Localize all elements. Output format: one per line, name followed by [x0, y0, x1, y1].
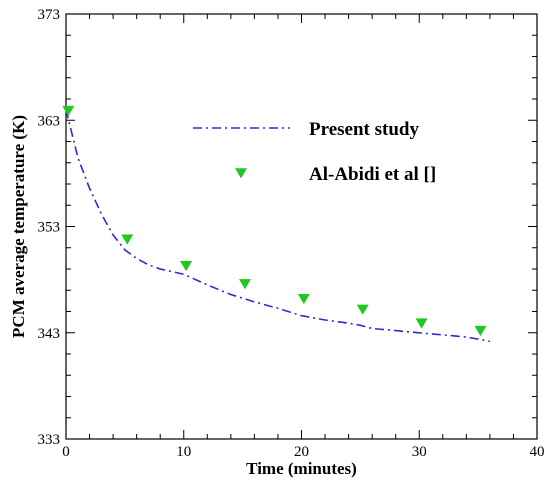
data-point-al-abidi — [121, 234, 134, 245]
data-point-al-abidi — [356, 304, 369, 315]
x-tick-label: 10 — [176, 444, 191, 460]
plot-marks — [62, 105, 491, 343]
y-tick-label: 333 — [38, 432, 61, 448]
y-tick-label: 343 — [38, 326, 61, 342]
data-point-al-abidi — [297, 293, 310, 305]
y-tick-label: 363 — [38, 113, 61, 129]
x-tick-label: 30 — [412, 444, 427, 460]
axes: 0 10 20 30 40 333 343 353 363 373 — [38, 7, 545, 460]
x-tick-label: 20 — [294, 444, 309, 460]
data-point-al-abidi — [238, 279, 251, 290]
data-point-al-abidi — [415, 318, 428, 329]
x-tick-label: 40 — [530, 444, 545, 460]
data-point-al-abidi — [180, 261, 193, 272]
y-axis-title: PCM average temperature (K) — [9, 115, 28, 338]
y-tick-label: 373 — [38, 7, 61, 23]
data-point-al-abidi — [62, 105, 75, 117]
plot-frame — [65, 13, 538, 440]
legend-label-present-study: Present study — [309, 119, 419, 140]
series-line-present-study — [65, 109, 491, 343]
y-tick-label: 353 — [38, 220, 61, 236]
x-axis-title: Time (minutes) — [246, 459, 357, 478]
legend-label-al-abidi: Al-Abidi et al [] — [309, 164, 436, 185]
legend-triangle-marker — [235, 168, 247, 179]
legend: Present study Al-Abidi et al [] — [193, 119, 436, 185]
x-tick-label: 0 — [62, 444, 70, 460]
data-point-al-abidi — [474, 325, 487, 337]
